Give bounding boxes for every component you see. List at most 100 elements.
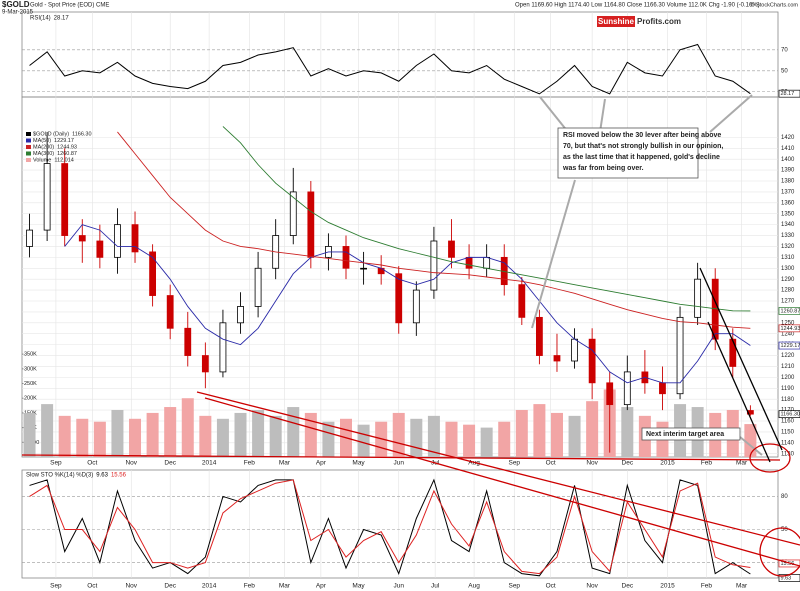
chart-title: Gold - Spot Price (EOD) CME bbox=[30, 3, 109, 9]
x-tick-label: Dec bbox=[164, 460, 176, 467]
legend-value: 1166.30 bbox=[72, 131, 91, 137]
volume-bar bbox=[269, 415, 282, 457]
x-tick-label: Oct bbox=[87, 460, 97, 467]
candle-body bbox=[219, 322, 227, 373]
series-line bbox=[117, 131, 751, 329]
volume-bar bbox=[199, 415, 212, 457]
legend-value: 28.17 bbox=[54, 16, 70, 22]
volume-bar bbox=[427, 415, 440, 457]
value-badge bbox=[778, 341, 800, 350]
volume-bar bbox=[445, 421, 458, 457]
x-tick-label: Feb bbox=[701, 460, 713, 467]
annotation-box bbox=[557, 127, 699, 179]
value-badge-label: 15.56 bbox=[781, 561, 795, 567]
x-tick-label: Oct bbox=[87, 583, 97, 590]
x-tick-label: May bbox=[352, 460, 365, 467]
volume-bar bbox=[744, 424, 757, 457]
volume-bar bbox=[322, 421, 335, 457]
legend-swatch bbox=[26, 138, 31, 143]
value-badge-label: 28.17 bbox=[781, 91, 795, 97]
candle-body bbox=[43, 163, 51, 231]
annotation-arrows bbox=[531, 94, 763, 456]
channel-lines bbox=[699, 267, 783, 463]
y-tick-label: 1180 bbox=[781, 397, 795, 403]
y-tick-label: 1280 bbox=[781, 288, 795, 294]
y-tick-label: 1140 bbox=[781, 440, 795, 446]
y-tick-label: 1220 bbox=[781, 353, 795, 359]
candle-body bbox=[535, 316, 543, 356]
legend-name: Volume bbox=[33, 157, 51, 163]
legend-value: 9.63 bbox=[96, 473, 108, 479]
legend-swatch bbox=[26, 145, 31, 149]
x-tick-label: Oct bbox=[546, 583, 556, 590]
x-tick-label: Sep bbox=[50, 583, 62, 590]
candle-body bbox=[201, 355, 209, 373]
volume-bar bbox=[164, 407, 177, 457]
annotation-line: 70, but that's not strongly bullish in o… bbox=[563, 143, 723, 150]
value-badge-label: 1260.87 bbox=[781, 308, 800, 314]
volume-bar bbox=[111, 409, 124, 457]
candle-body bbox=[395, 273, 403, 324]
legend-name: RSI(14) bbox=[30, 16, 51, 22]
volume-bar bbox=[23, 412, 36, 457]
watermark-box bbox=[597, 16, 635, 27]
volume-bar bbox=[463, 424, 476, 457]
volume-bar bbox=[392, 412, 405, 457]
value-badge bbox=[778, 410, 800, 418]
quote: Open 1169.60 High 1174.40 Low 1164.80 Cl… bbox=[515, 3, 760, 9]
candle-body bbox=[96, 240, 104, 258]
volume-bar bbox=[304, 412, 317, 457]
candle-body bbox=[342, 246, 350, 269]
source: © StockCharts.com bbox=[751, 1, 799, 8]
x-tick-label: Aug bbox=[468, 460, 480, 467]
annotation-box bbox=[641, 427, 741, 441]
y-tick-label: 50 bbox=[781, 527, 788, 533]
y-tick-label: 1360 bbox=[781, 200, 795, 206]
x-tick-label: Feb bbox=[244, 460, 256, 467]
x-tick-label: Dec bbox=[622, 460, 634, 467]
volume-bar bbox=[41, 404, 54, 457]
volume-tick-label: 200K bbox=[24, 396, 37, 402]
x-tick-label: Feb bbox=[244, 583, 256, 590]
legend-value: 15.56 bbox=[111, 473, 127, 479]
volume-bar bbox=[216, 418, 229, 457]
y-tick-label: 1320 bbox=[781, 244, 795, 250]
candle-body bbox=[465, 256, 473, 269]
y-tick-label: 1270 bbox=[781, 299, 795, 305]
x-tick-label: Feb bbox=[701, 583, 713, 590]
legend-value: 1244.93 bbox=[57, 144, 77, 150]
candle-body bbox=[254, 267, 262, 307]
x-tick-label: Mar bbox=[279, 460, 291, 467]
volume-bar bbox=[550, 412, 563, 457]
candle-body bbox=[623, 371, 631, 406]
volume-bar bbox=[621, 407, 634, 457]
y-tick-label: 70 bbox=[781, 47, 788, 53]
candle-body bbox=[448, 240, 455, 258]
x-tick-label: 2015 bbox=[660, 460, 675, 467]
y-tick-label: 1310 bbox=[781, 255, 795, 261]
x-tick-label: 2015 bbox=[660, 583, 675, 590]
volume-bar bbox=[129, 418, 142, 457]
volume-bar bbox=[252, 409, 265, 457]
legend-value: 1260.87 bbox=[57, 151, 77, 157]
y-tick-label: 1330 bbox=[781, 233, 795, 239]
value-badge-label: 9.63 bbox=[781, 575, 792, 581]
y-tick-label: 1380 bbox=[781, 179, 795, 185]
x-tick-label: Sep bbox=[508, 583, 520, 590]
x-tick-label: Jun bbox=[394, 583, 405, 590]
x-tick-label: Mar bbox=[736, 460, 748, 467]
value-badge-label: 1166.30 bbox=[781, 412, 800, 418]
x-tick-label: Oct bbox=[546, 460, 556, 467]
y-tick-label: 50 bbox=[781, 68, 788, 74]
series-line bbox=[29, 479, 751, 575]
candle-body bbox=[114, 224, 121, 258]
y-tick-label: 1390 bbox=[781, 168, 795, 174]
x-tick-label: Nov bbox=[586, 583, 598, 590]
stoch-panel bbox=[21, 469, 779, 579]
candle-body bbox=[289, 191, 297, 236]
legend-swatch bbox=[26, 158, 31, 162]
candle-body bbox=[571, 338, 578, 362]
volume-bar bbox=[76, 418, 89, 457]
x-tick-label: Apr bbox=[316, 583, 327, 590]
